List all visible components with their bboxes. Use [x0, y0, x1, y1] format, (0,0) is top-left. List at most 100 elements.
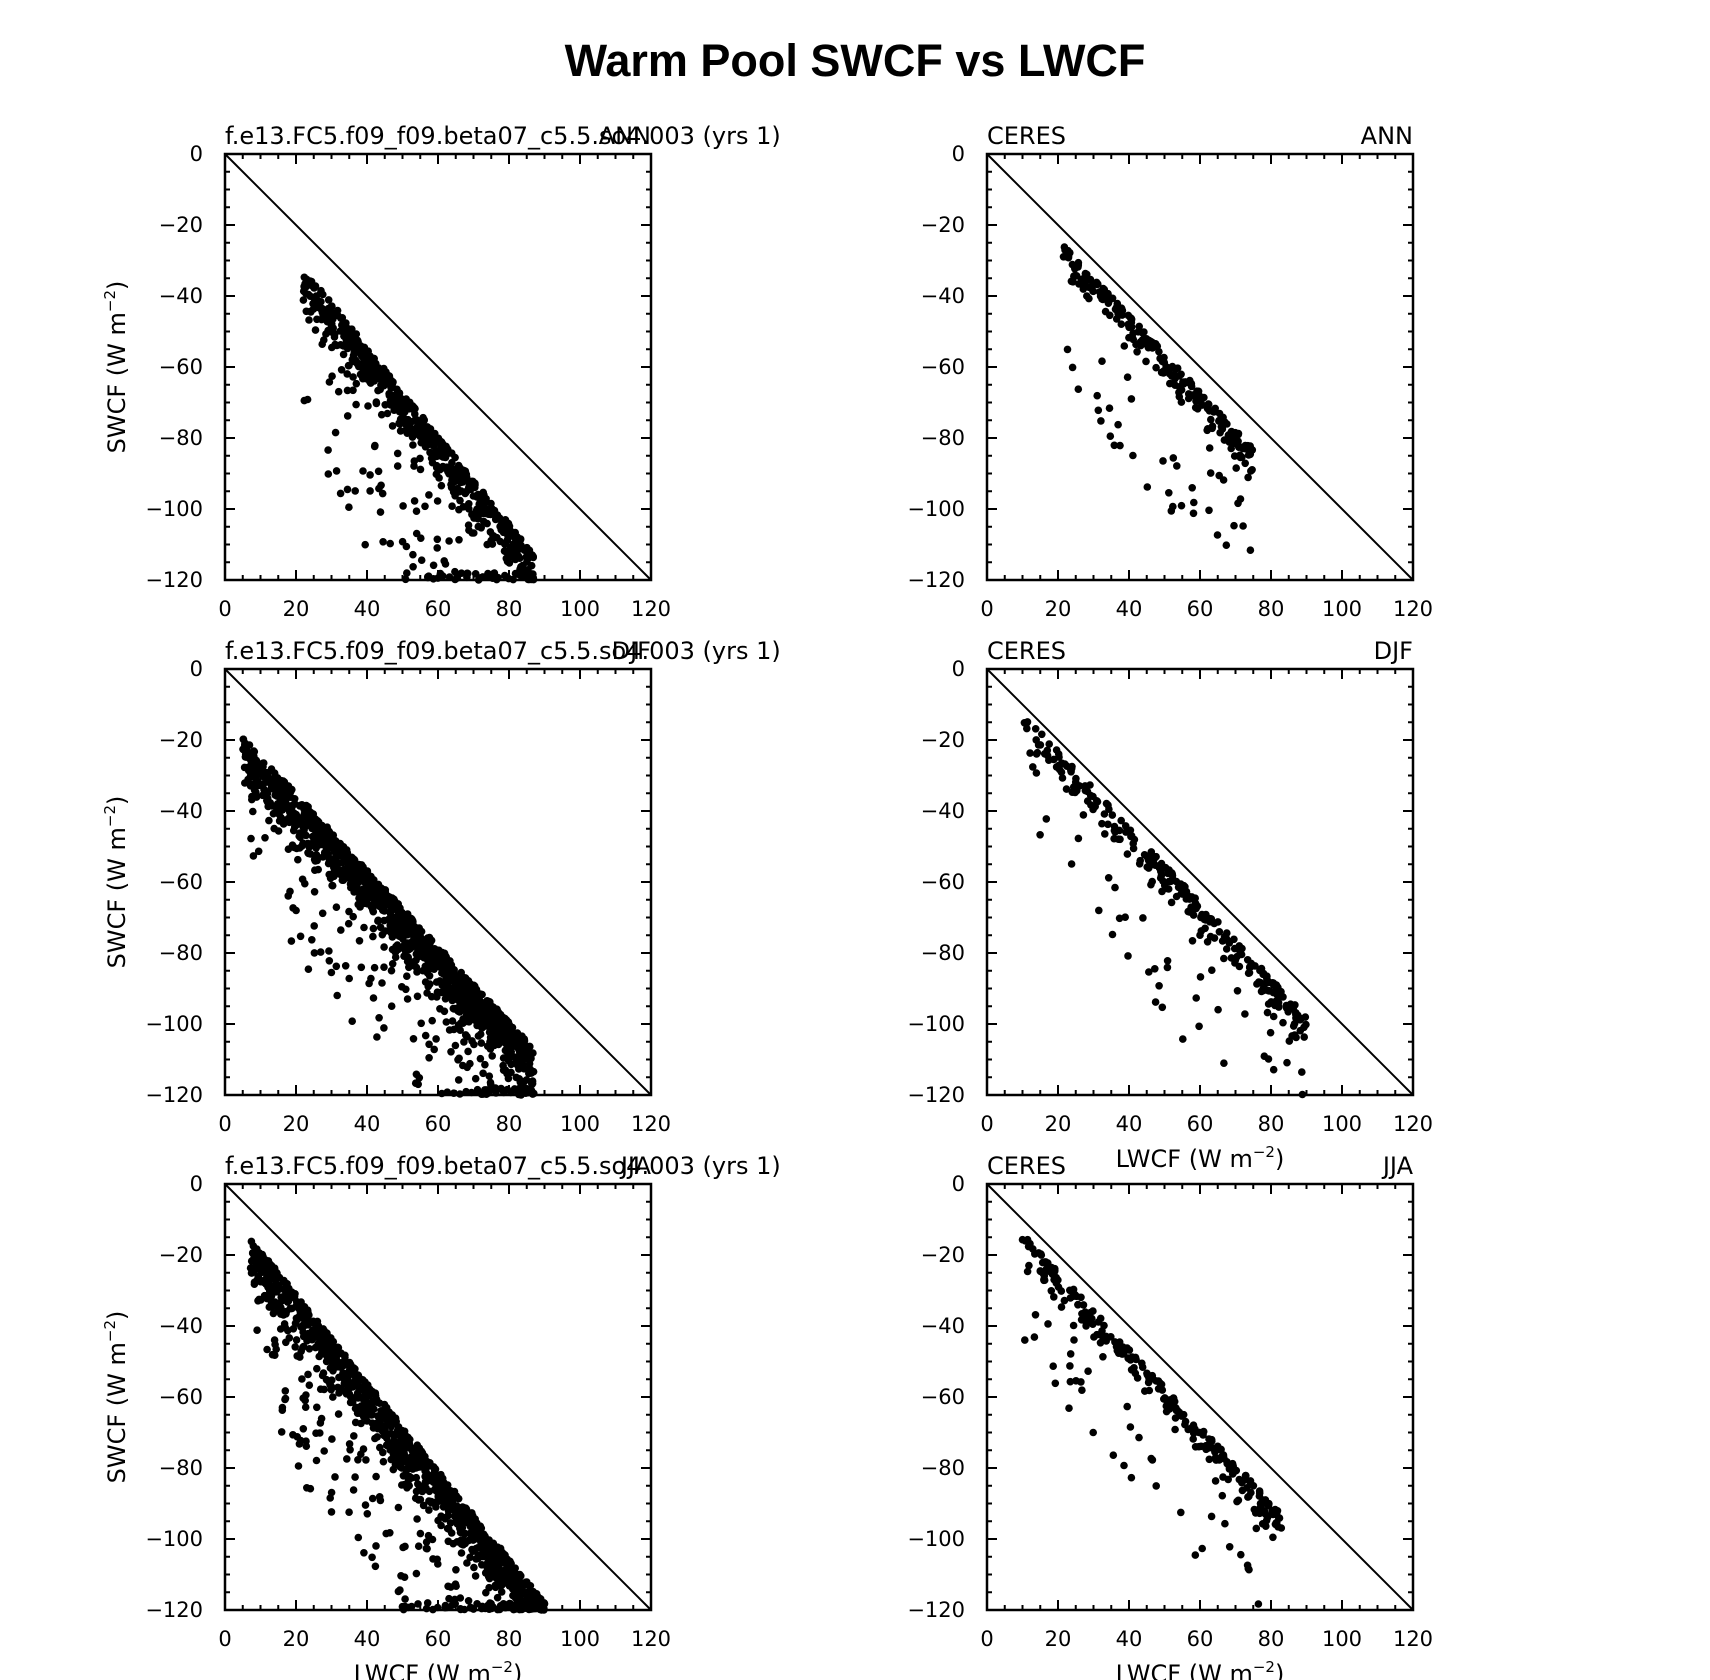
scatter-point	[504, 1051, 513, 1060]
x-tick-label: 80	[1258, 597, 1285, 621]
scatter-point	[1121, 822, 1130, 830]
y-tick-label: −40	[921, 1314, 965, 1338]
scatter-point	[353, 887, 361, 896]
scatter-point	[363, 893, 371, 902]
scatter-point	[245, 741, 254, 749]
scatter-point	[1194, 387, 1202, 396]
y-tick-label: −120	[907, 568, 965, 592]
scatter-point	[522, 571, 530, 579]
scatter-point	[456, 977, 464, 985]
scatter-point	[1084, 1367, 1092, 1375]
panel-left-label: f.e13.FC5.f09_f09.beta07_c5.5.so4.003 (y…	[225, 637, 781, 665]
scatter-point	[281, 1279, 290, 1287]
scatter-point	[361, 1501, 370, 1509]
scatter-point	[403, 569, 411, 577]
scatter-point	[306, 1484, 315, 1493]
scatter-point	[421, 443, 430, 451]
scatter-point	[1120, 342, 1129, 350]
scatter-point	[361, 1386, 370, 1394]
scatter-point	[359, 467, 367, 475]
scatter-point	[1042, 815, 1051, 823]
scatter-point	[417, 556, 426, 564]
scatter-point	[363, 1510, 372, 1518]
x-tick-label: 80	[1258, 1112, 1285, 1136]
scatter-point	[241, 779, 249, 787]
scatter-point	[249, 852, 258, 860]
scatter-point	[271, 1276, 280, 1285]
scatter-point	[443, 1524, 452, 1533]
scatter-point	[413, 968, 421, 976]
scatter-point	[294, 1462, 303, 1470]
scatter-point	[1081, 1310, 1090, 1319]
scatter-point	[1269, 1533, 1277, 1542]
reference-line	[986, 153, 1414, 581]
scatter-point	[1168, 1399, 1177, 1407]
scatter-point	[396, 427, 405, 435]
scatter-point	[254, 847, 263, 856]
scatter-point	[1241, 1010, 1249, 1018]
scatter-point	[300, 805, 309, 814]
scatter-point	[301, 879, 309, 888]
scatter-point	[329, 324, 338, 332]
scatter-point	[331, 428, 340, 437]
scatter-point	[454, 1056, 462, 1064]
scatter-point	[1036, 1267, 1045, 1275]
scatter-point	[327, 968, 336, 977]
scatter-point	[369, 924, 378, 933]
scatter-point	[247, 834, 255, 843]
scatter-point	[505, 559, 514, 567]
scatter-point	[433, 497, 442, 505]
scatter-point	[438, 1496, 447, 1505]
scatter-point	[1162, 1407, 1171, 1416]
scatter-point	[378, 979, 386, 987]
scatter-point	[416, 454, 424, 463]
scatter-point	[416, 944, 425, 952]
scatter-point	[411, 425, 420, 433]
scatter-point	[318, 909, 327, 918]
scatter-point	[501, 516, 510, 524]
scatter-point	[457, 1019, 465, 1027]
scatter-point	[276, 1325, 285, 1333]
scatter-point	[423, 938, 432, 947]
scatter-point	[304, 1370, 312, 1379]
scatter-point	[462, 1087, 470, 1096]
scatter-point	[1259, 1496, 1267, 1504]
scatter-point	[332, 903, 341, 911]
panel-ceres-jja: 0 20 40 60 80 100 120 0 −20 −40 −60 −80 −100 −120 CERE…	[907, 1152, 1433, 1680]
scatter-point	[496, 1549, 504, 1558]
scatter-point	[1129, 839, 1137, 848]
scatter-point	[355, 937, 364, 945]
x-tick-label: 60	[1187, 1627, 1214, 1651]
y-tick-label: −120	[145, 568, 203, 592]
scatter-point	[267, 1298, 276, 1307]
scatter-point	[306, 812, 314, 820]
scatter-point	[494, 1575, 502, 1583]
scatter-point	[1129, 451, 1137, 460]
scatter-point	[1131, 1369, 1140, 1378]
scatter-point	[364, 402, 372, 410]
panel-right-label: ANN	[1361, 122, 1413, 150]
scatter-point	[498, 1034, 506, 1043]
scatter-point	[1248, 466, 1256, 474]
scatter-point	[1096, 292, 1105, 301]
x-tick-label: 80	[496, 597, 523, 621]
scatter-point	[1051, 1379, 1060, 1388]
panel-left-label: CERES	[987, 637, 1066, 665]
scatter-point	[388, 899, 397, 907]
scatter-point	[263, 794, 272, 803]
scatter-point	[452, 1582, 460, 1590]
scatter-point	[414, 1542, 423, 1550]
scatter-point	[339, 876, 348, 884]
scatter-point	[291, 1343, 300, 1351]
scatter-point	[404, 1476, 413, 1485]
scatter-point	[502, 1018, 510, 1027]
scatter-point	[326, 1494, 335, 1502]
x-tick-label: 40	[1116, 1627, 1143, 1651]
scatter-point	[1269, 1012, 1278, 1021]
scatter-point	[252, 766, 260, 775]
scatter-point	[328, 1435, 336, 1443]
scatter-point	[366, 471, 374, 479]
scatter-point	[447, 975, 455, 984]
scatter-point	[253, 1326, 261, 1334]
scatter-point	[371, 1434, 379, 1443]
